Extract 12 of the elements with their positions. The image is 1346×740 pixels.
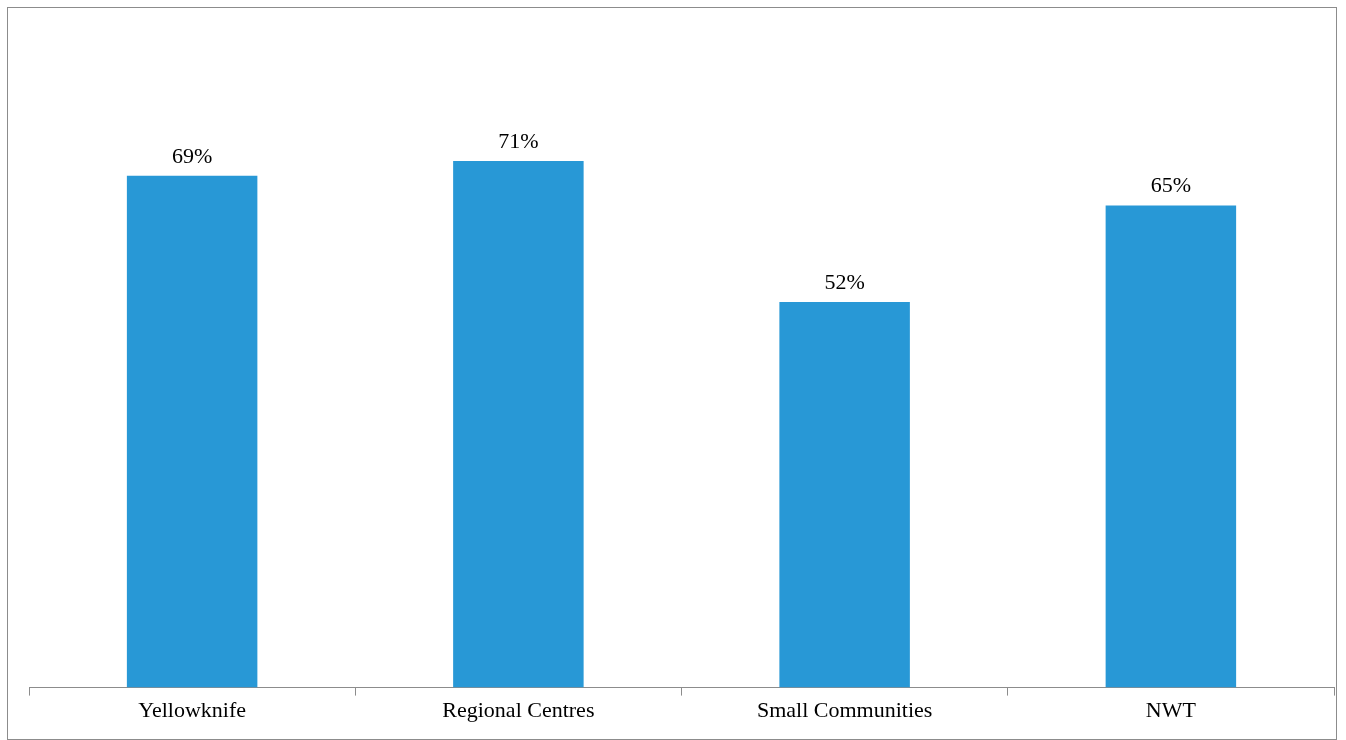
x-tick-label: Regional Centres — [442, 696, 595, 722]
bar — [126, 175, 258, 688]
data-label: 52% — [824, 268, 865, 294]
x-tick-label: NWT — [1145, 696, 1197, 722]
bar — [453, 160, 584, 688]
data-label: 71% — [498, 127, 539, 153]
data-label: 65% — [1150, 172, 1192, 198]
bar — [1105, 205, 1237, 688]
bar — [779, 301, 910, 688]
data-label: 69% — [171, 142, 213, 168]
x-tick-label: Small Communities — [756, 696, 933, 722]
x-tick-label: Yellowknife — [138, 696, 247, 722]
